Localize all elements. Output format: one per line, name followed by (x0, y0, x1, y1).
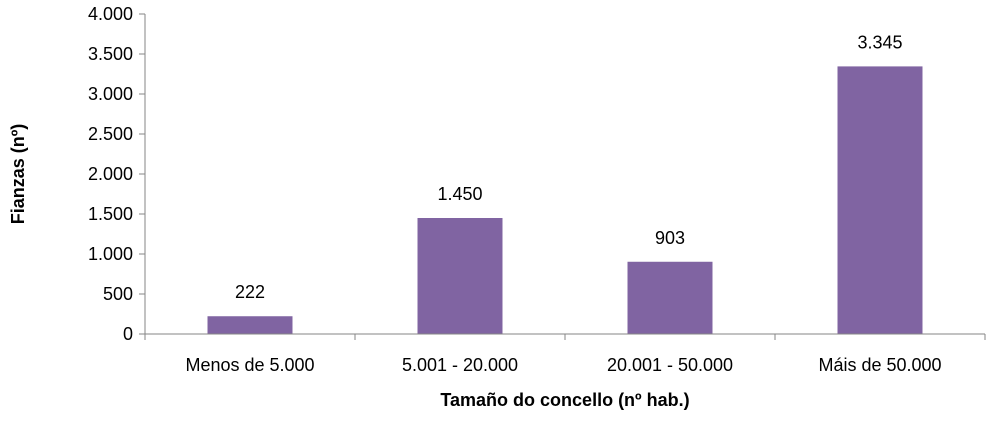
x-tick-label: 20.001 - 50.000 (607, 355, 733, 375)
data-label: 1.450 (437, 184, 482, 204)
bar (417, 218, 503, 334)
y-tick-label: 2.500 (88, 124, 133, 144)
data-label: 222 (235, 282, 265, 302)
bar (207, 316, 293, 334)
y-tick-label: 3.500 (88, 44, 133, 64)
y-tick-label: 2.000 (88, 164, 133, 184)
x-axis-ticks: Menos de 5.000 5.001 - 20.000 20.001 - 50.… (144, 334, 986, 375)
y-tick-label: 1.500 (88, 204, 133, 224)
data-labels: 222 1.450 903 3.345 (235, 32, 903, 302)
bar (837, 66, 923, 335)
data-label: 903 (655, 228, 685, 248)
y-tick-label: 1.000 (88, 244, 133, 264)
x-axis-title: Tamaño do concello (nº hab.) (440, 390, 689, 410)
y-tick-label: 500 (103, 284, 133, 304)
y-tick-label: 4.000 (88, 4, 133, 24)
data-label: 3.345 (857, 32, 902, 52)
bars (207, 66, 923, 335)
y-axis-title: Fianzas (nº) (8, 124, 28, 225)
y-tick-label: 3.000 (88, 84, 133, 104)
x-tick-label: Menos de 5.000 (185, 355, 314, 375)
x-tick-label: 5.001 - 20.000 (402, 355, 518, 375)
y-axis-ticks: 0 500 1.000 1.500 2.000 2.500 3.000 3.500 4.000 (88, 4, 145, 344)
bar (627, 261, 713, 334)
y-tick-label: 0 (123, 324, 133, 344)
x-tick-label: Máis de 50.000 (818, 355, 941, 375)
